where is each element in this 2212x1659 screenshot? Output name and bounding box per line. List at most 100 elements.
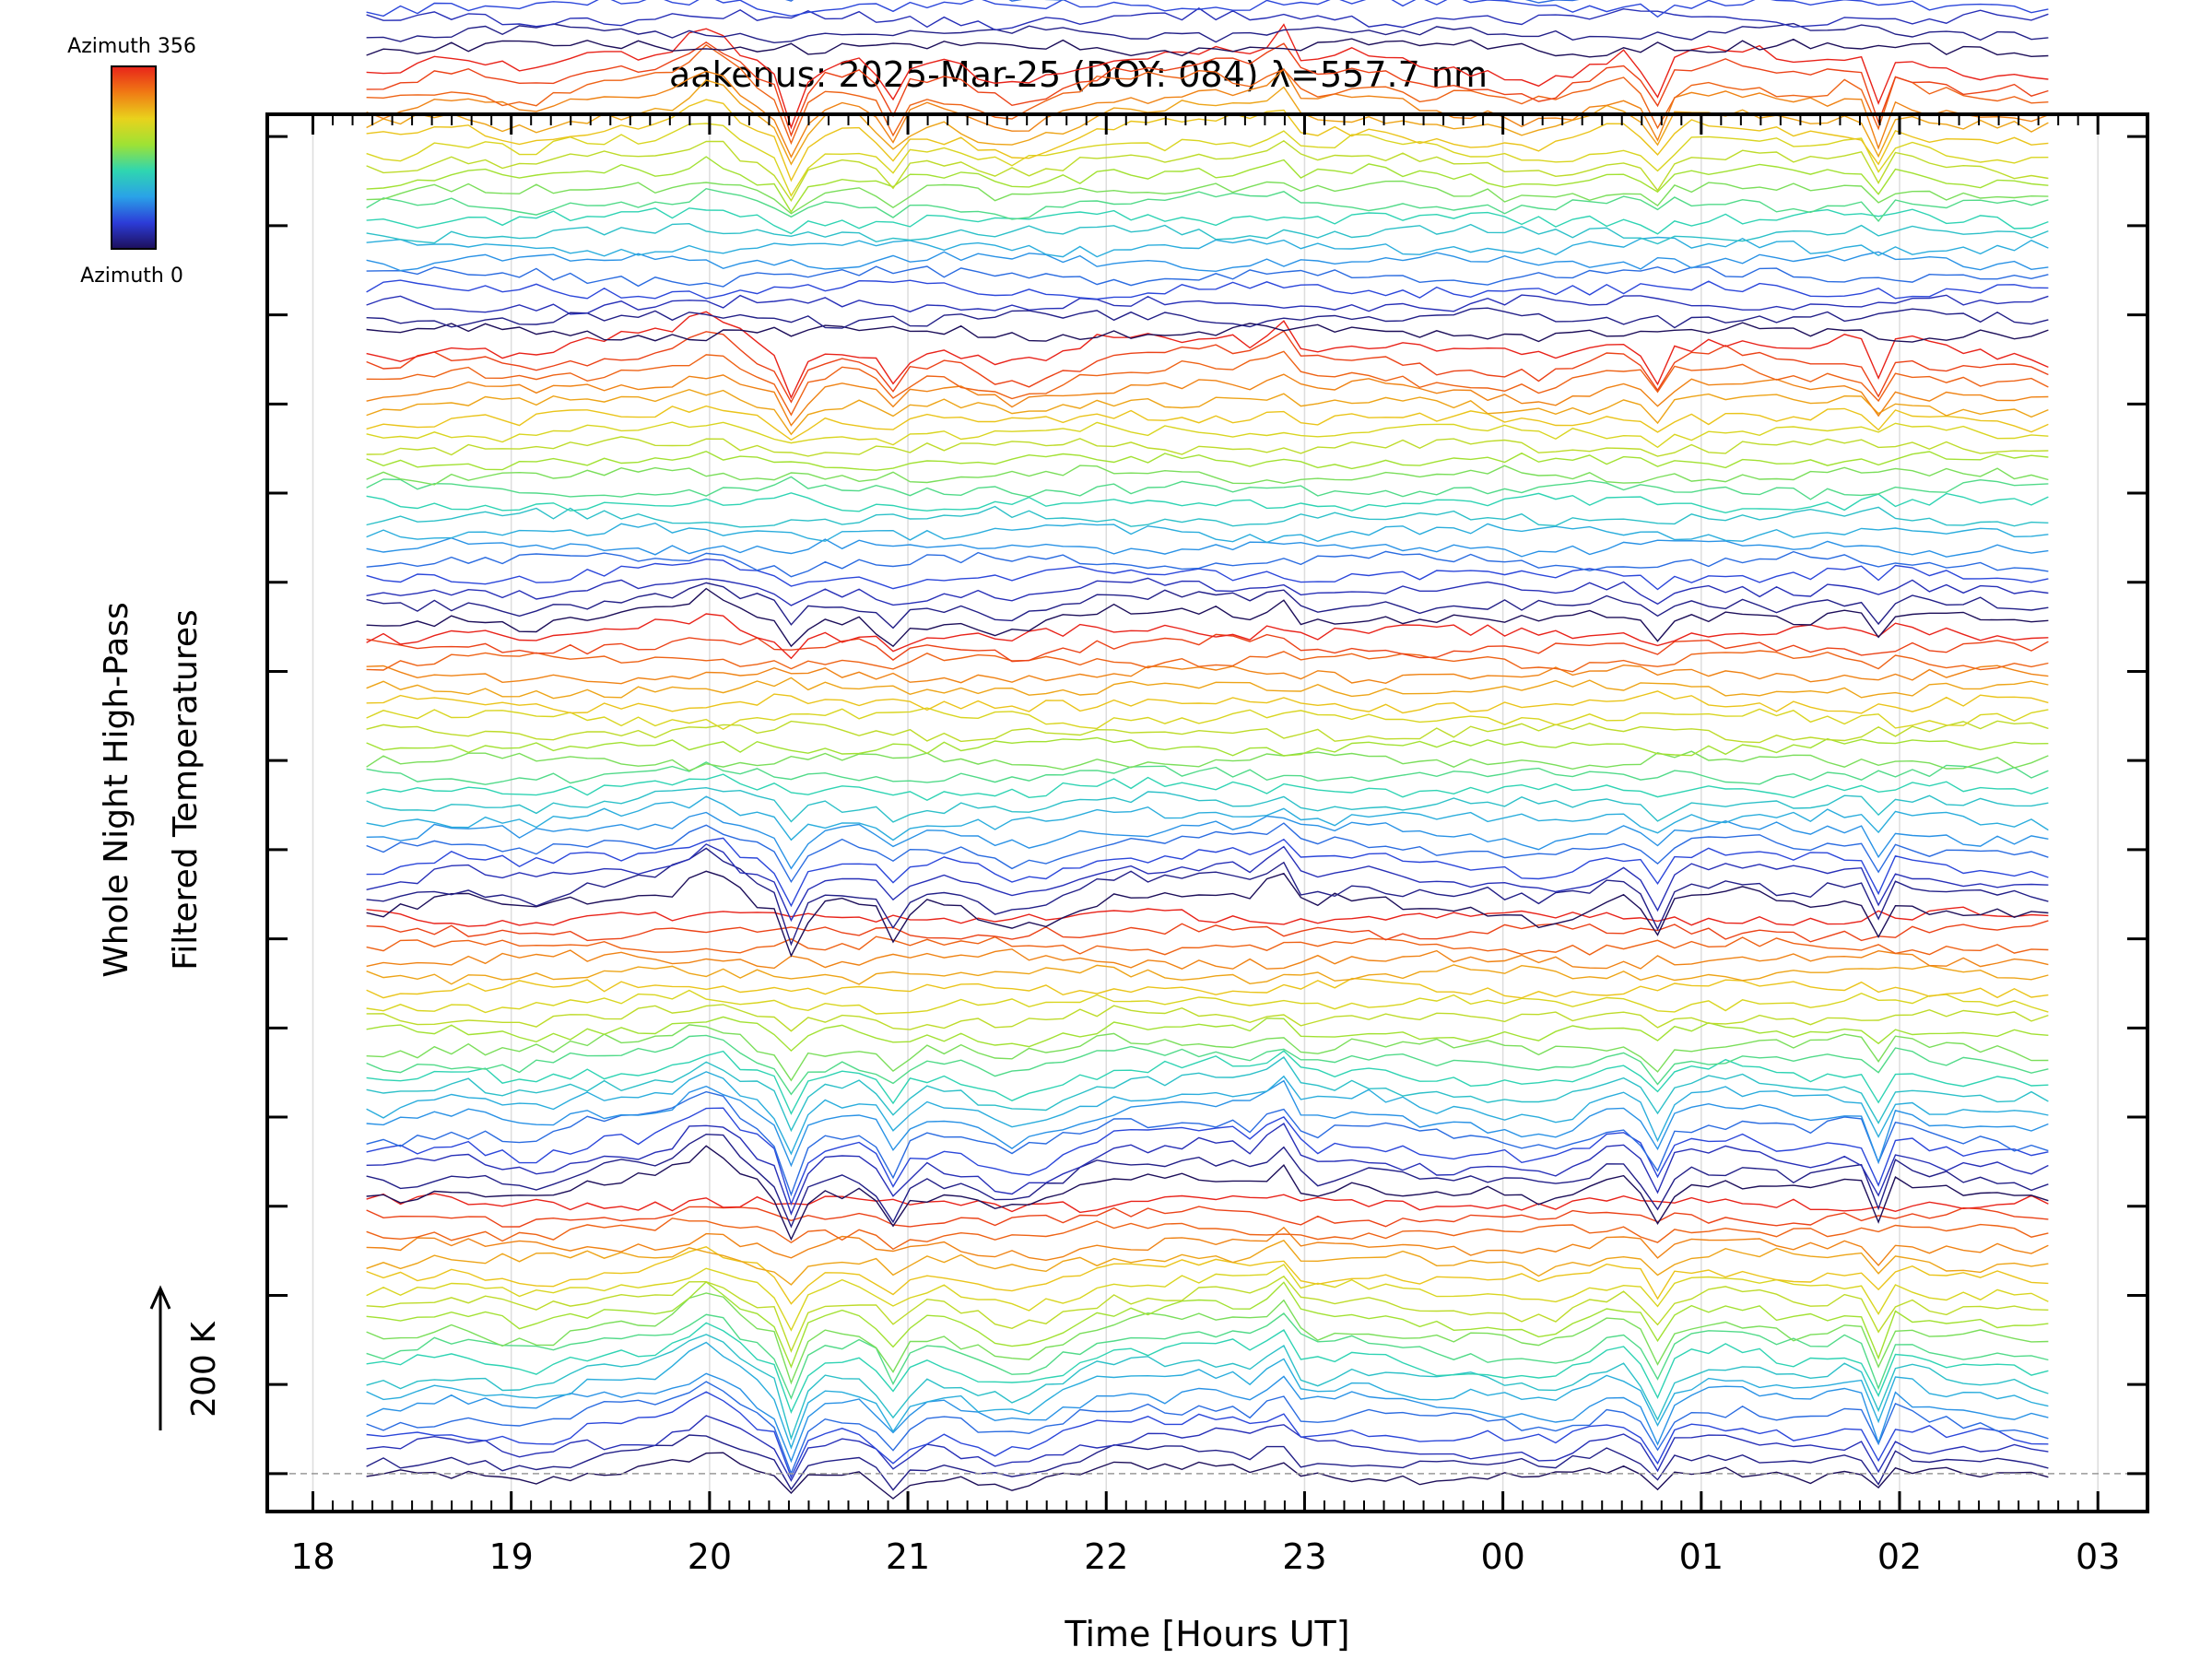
- temperature-trace: [366, 7, 2049, 31]
- temperature-trace: [366, 1239, 2049, 1286]
- temperature-trace: [366, 1079, 2049, 1168]
- temperature-trace: [366, 977, 2049, 999]
- temperature-trace: [366, 906, 2049, 927]
- y-axis-label-line1: Whole Night High-Pass: [98, 602, 135, 978]
- scale-label: 200 K: [185, 1321, 223, 1418]
- x-tick-labels: 18 19 20 21 22 23 00 01 02 03: [290, 1536, 2120, 1577]
- temperature-trace: [366, 279, 2049, 300]
- temperature-trace: [366, 847, 2049, 947]
- x-tick-label: 23: [1282, 1536, 1326, 1577]
- y-axis-label-line2: Filtered Temperatures: [167, 609, 205, 971]
- temperature-trace: [366, 1415, 2049, 1482]
- temperature-trace: [366, 613, 2049, 660]
- temperature-trace: [366, 67, 2049, 159]
- temperature-trace: [366, 1206, 2049, 1228]
- x-tick-label: 00: [1480, 1536, 1524, 1577]
- temperature-trace: [366, 1322, 2049, 1414]
- temperature-trace: [366, 582, 2049, 629]
- temperature-trace: [366, 690, 2049, 714]
- temperature-trace: [366, 1004, 2049, 1032]
- temperature-trace: [366, 330, 2049, 404]
- temperature-trace: [366, 1050, 2049, 1115]
- x-tick-label: 01: [1679, 1536, 1724, 1577]
- temperature-trace: [366, 536, 2049, 558]
- x-tick-label: 02: [1877, 1536, 1922, 1577]
- temperature-trace: [366, 251, 2049, 273]
- temperature-trace: [366, 1056, 2049, 1133]
- vertical-gridlines: [312, 114, 2099, 1512]
- x-tick-label: 21: [886, 1536, 930, 1577]
- x-tick-label: 22: [1084, 1536, 1128, 1577]
- temperature-trace: [366, 180, 2049, 215]
- temperature-trace: [366, 1090, 2049, 1197]
- temperature-trace: [366, 322, 2049, 343]
- temperature-trace: [366, 1071, 2049, 1156]
- temperature-trace: [366, 750, 2049, 771]
- temperature-trace: [366, 870, 2049, 958]
- temperature-trace: [366, 650, 2049, 673]
- x-axis-label: Time [Hours UT]: [1064, 1614, 1349, 1654]
- temperature-traces: [366, 0, 2049, 1500]
- colorbar: [111, 65, 157, 250]
- temperature-trace: [366, 558, 2049, 591]
- temperature-trace: [366, 1334, 2049, 1441]
- temperature-trace: [366, 421, 2049, 449]
- temperature-trace: [366, 786, 2049, 823]
- temperature-trace: [366, 1107, 2049, 1206]
- temperature-trace: [366, 23, 2049, 130]
- temperature-trace: [366, 1034, 2049, 1096]
- temperature-trace: [366, 1391, 2049, 1479]
- temperature-trace: [366, 577, 2049, 606]
- temperature-trace: [366, 79, 2049, 166]
- x-tick-label: 18: [290, 1536, 335, 1577]
- temperature-trace: [366, 38, 2049, 58]
- temperature-trace: [366, 761, 2049, 785]
- temperature-trace: [366, 43, 2049, 146]
- temperature-trace: [366, 465, 2049, 486]
- temperature-trace: [366, 522, 2049, 544]
- temperature-trace: [366, 837, 2049, 908]
- temperature-trace: [366, 935, 2049, 956]
- temperature-trace: [366, 1292, 2049, 1385]
- x-tick-label: 20: [688, 1536, 732, 1577]
- temperature-trace: [366, 450, 2049, 471]
- temperature-trace: [366, 773, 2049, 801]
- temperature-trace: [366, 22, 2049, 44]
- temperature-trace: [366, 1122, 2049, 1216]
- x-tick-label: 03: [2076, 1536, 2120, 1577]
- temperature-trace: [366, 1016, 2049, 1053]
- temperature-trace: [366, 311, 2049, 400]
- temperature-trace: [366, 989, 2049, 1015]
- temperature-trace: [366, 948, 2049, 970]
- temperature-trace: [366, 294, 2049, 315]
- temperature-trace: [366, 207, 2049, 235]
- temperature-trace: [366, 822, 2049, 884]
- chart-title: aakenus: 2025-Mar-25 (DOY: 084) λ=557.7 …: [669, 54, 1488, 95]
- temperature-trace: [366, 1246, 2049, 1305]
- temperature-trace: [366, 664, 2049, 685]
- temperature-trace: [366, 677, 2049, 700]
- temperature-trace: [366, 492, 2049, 514]
- temperature-trace: [366, 1381, 2049, 1476]
- temperature-trace: [366, 633, 2049, 663]
- temperature-trace: [366, 1280, 2049, 1369]
- temperature-trace: [366, 550, 2049, 578]
- temperature-trace: [366, 1145, 2049, 1241]
- temperature-trace: [366, 1275, 2049, 1353]
- temperature-trace: [366, 795, 2049, 841]
- colorbar-top-label: Azimuth 356: [67, 35, 196, 58]
- colorbar-bottom-label: Azimuth 0: [80, 265, 183, 288]
- temperature-trace: [366, 843, 2049, 923]
- temperature-trace: [366, 1264, 2049, 1332]
- temperature-trace: [366, 350, 2049, 417]
- temperature-trace: [366, 964, 2049, 985]
- x-tick-label: 19: [489, 1536, 534, 1577]
- temperature-trace: [366, 1193, 2049, 1214]
- temperature-trace: [366, 123, 2049, 197]
- temperature-trace: [366, 1024, 2049, 1082]
- temperature-trace: [366, 505, 2049, 528]
- temperature-trace: [366, 1312, 2049, 1400]
- temperature-trace: [366, 736, 2049, 757]
- temperature-trace: [366, 1434, 2049, 1491]
